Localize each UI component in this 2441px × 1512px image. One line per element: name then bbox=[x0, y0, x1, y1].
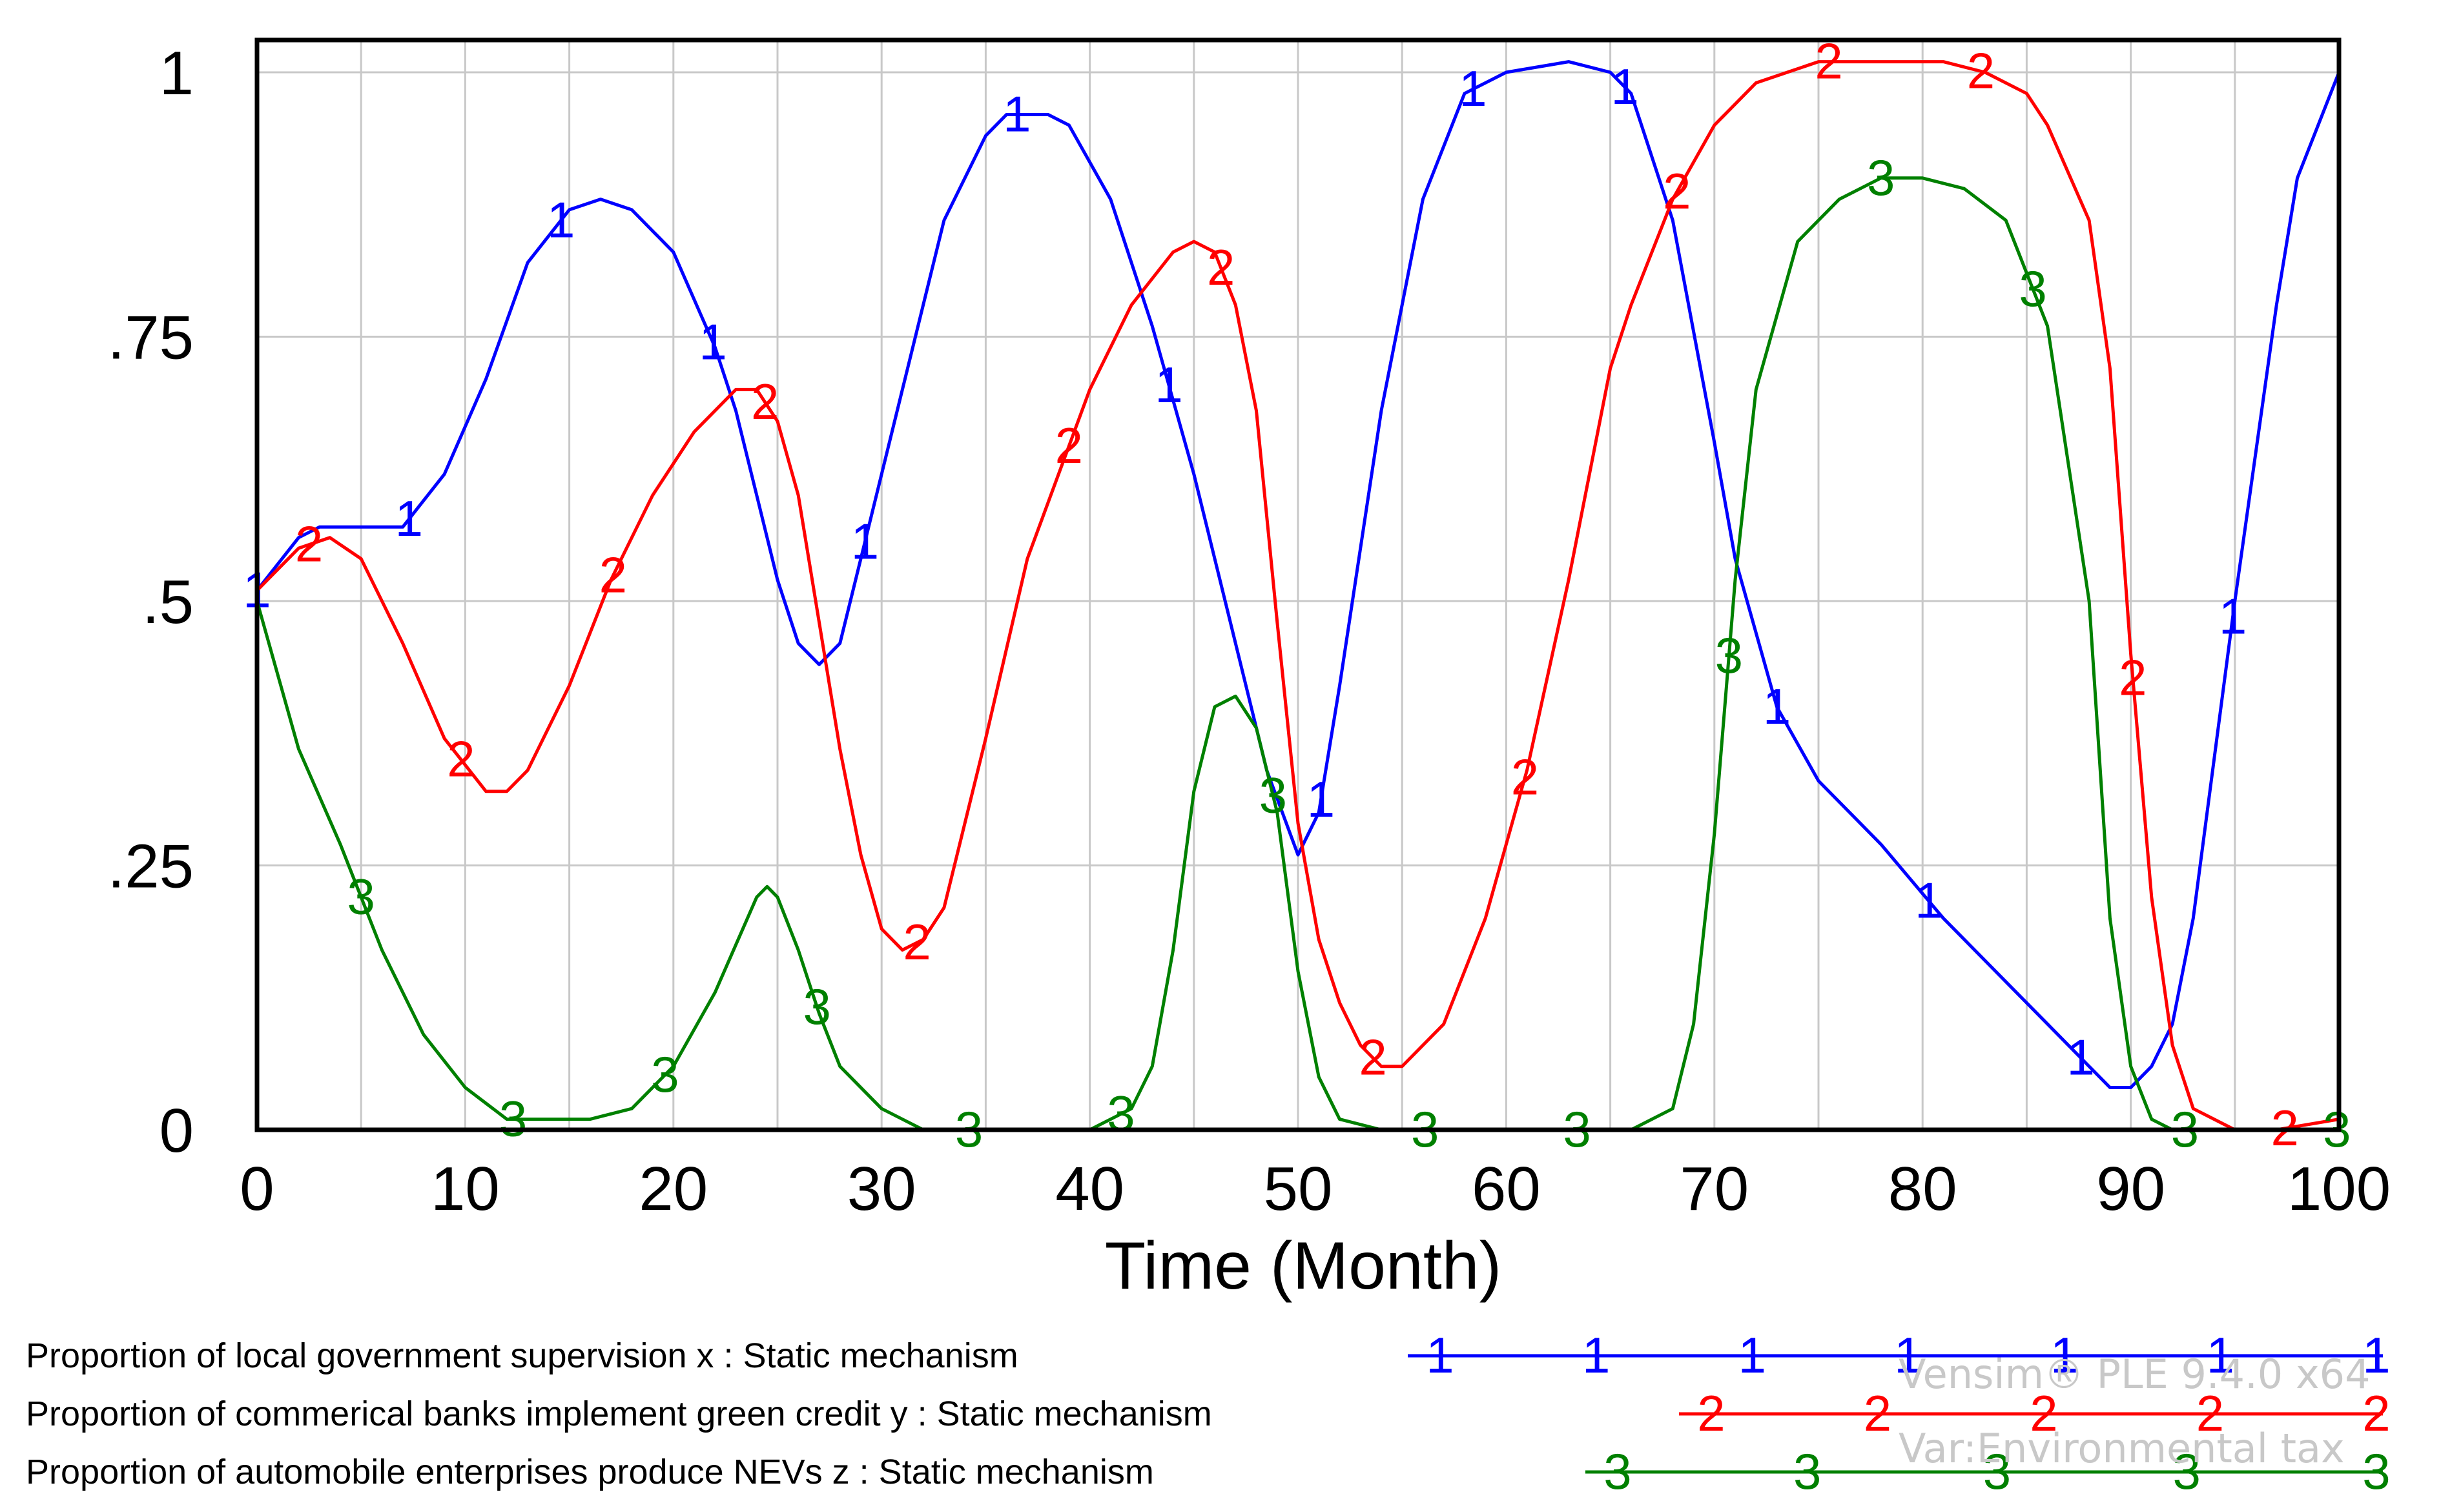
series-marker: 2 bbox=[1511, 749, 1539, 806]
x-axis: 0 10 20 30 40 50 60 70 80 90 100 bbox=[240, 1154, 2391, 1223]
series-marker: 3 bbox=[499, 1090, 527, 1147]
legend-item-3: Proportion of automobile enterprises pro… bbox=[26, 1443, 2391, 1500]
series-line bbox=[255, 176, 2339, 1132]
y-axis: 0 .25 .5 .75 1 bbox=[108, 39, 194, 1165]
watermark: Vensim® PLE 9.4.0 x64 Var:Environmental … bbox=[1899, 1351, 2371, 1472]
legend-marker: 2 bbox=[2196, 1385, 2224, 1442]
series-marker: 3 bbox=[2019, 260, 2046, 317]
series-marker: 1 bbox=[2067, 1029, 2095, 1086]
legend-marker: 3 bbox=[1983, 1443, 2011, 1500]
legend-label: Proportion of commerical banks implement… bbox=[26, 1395, 1212, 1433]
y-tick-label: 0 bbox=[160, 1096, 194, 1165]
series-line bbox=[256, 60, 2341, 1089]
legend-marker: 2 bbox=[1697, 1385, 1725, 1442]
series-marker: 1 bbox=[1003, 86, 1031, 143]
x-tick-label: 60 bbox=[1472, 1154, 1541, 1223]
x-tick-label: 50 bbox=[1264, 1154, 1333, 1223]
legend-marker: 1 bbox=[2362, 1327, 2390, 1384]
series-marker: 1 bbox=[1459, 60, 1487, 117]
series-marker: 3 bbox=[1107, 1085, 1135, 1141]
legend-marker: 3 bbox=[1603, 1443, 1631, 1500]
x-tick-label: 80 bbox=[1888, 1154, 1957, 1223]
legend-marker: 1 bbox=[1426, 1327, 1454, 1384]
series-marker: 3 bbox=[1259, 766, 1287, 823]
x-tick-label: 30 bbox=[847, 1154, 916, 1223]
x-tick-label: 90 bbox=[2096, 1154, 2165, 1223]
series-marker: 2 bbox=[751, 373, 779, 430]
series-marker: 1 bbox=[1763, 678, 1791, 735]
series-line bbox=[256, 60, 2340, 1132]
watermark-line-1: Vensim® PLE 9.4.0 x64 bbox=[1899, 1351, 2371, 1398]
legend-marker: 2 bbox=[2030, 1385, 2057, 1442]
plot-frame bbox=[254, 37, 2342, 1132]
y-tick-label: 1 bbox=[160, 39, 194, 108]
legend-marker: 2 bbox=[1864, 1385, 1891, 1442]
series-marker: 2 bbox=[295, 516, 323, 573]
legend-label: Proportion of local government supervisi… bbox=[26, 1336, 1018, 1375]
series-marker: 3 bbox=[803, 978, 831, 1035]
legend-marker: 3 bbox=[1793, 1443, 1821, 1500]
series-marker: 2 bbox=[2119, 649, 2147, 706]
legend-label: Proportion of automobile enterprises pro… bbox=[26, 1453, 1154, 1491]
series-marker: 1 bbox=[1611, 58, 1638, 115]
x-tick-label: 10 bbox=[431, 1154, 500, 1223]
series-marker: 1 bbox=[1155, 356, 1182, 413]
legend-marker: 1 bbox=[2207, 1327, 2234, 1384]
x-axis-label: Time (Month) bbox=[1105, 1229, 1501, 1303]
x-tick-label: 100 bbox=[2287, 1154, 2391, 1223]
series-marker: 3 bbox=[651, 1046, 679, 1103]
legend-marker: 1 bbox=[1738, 1327, 1766, 1384]
series-marker: 2 bbox=[599, 547, 627, 604]
series-marker: 1 bbox=[2219, 588, 2247, 645]
legend-item-2: Proportion of commerical banks implement… bbox=[26, 1385, 2391, 1442]
legend-marker: 2 bbox=[2362, 1385, 2390, 1442]
legend-marker: 1 bbox=[1894, 1327, 1922, 1384]
watermark-line-2: Var:Environmental tax bbox=[1899, 1425, 2345, 1472]
series-marker: 2 bbox=[1663, 163, 1691, 220]
legend-item-1: Proportion of local government supervisi… bbox=[26, 1327, 2391, 1384]
series-marker: 1 bbox=[395, 490, 423, 547]
series-marker: 2 bbox=[1359, 1029, 1386, 1086]
series-marker: 2 bbox=[1207, 239, 1235, 296]
series-marker: 3 bbox=[1715, 627, 1743, 684]
grid bbox=[257, 40, 2339, 1130]
y-tick-label: .5 bbox=[142, 567, 194, 637]
legend-marker: 1 bbox=[1582, 1327, 1610, 1384]
series-marker: 1 bbox=[1307, 771, 1335, 828]
series-marker: 2 bbox=[903, 914, 931, 970]
series-marker: 1 bbox=[547, 191, 575, 248]
series-marker: 2 bbox=[447, 731, 475, 788]
y-tick-label: .25 bbox=[108, 832, 194, 901]
x-tick-label: 40 bbox=[1055, 1154, 1124, 1223]
legend-marker: 3 bbox=[2362, 1443, 2390, 1500]
legend-marker: 1 bbox=[2050, 1327, 2078, 1384]
legend-marker: 3 bbox=[2173, 1443, 2201, 1500]
series-marker: 3 bbox=[347, 868, 375, 925]
x-tick-label: 20 bbox=[639, 1154, 708, 1223]
series-marker: 3 bbox=[1867, 149, 1895, 206]
series-marker: 1 bbox=[699, 314, 726, 371]
series-marker: 2 bbox=[1055, 417, 1083, 474]
x-tick-label: 70 bbox=[1680, 1154, 1749, 1223]
x-tick-label: 0 bbox=[240, 1154, 274, 1223]
series-marker: 1 bbox=[851, 513, 879, 569]
series-marker: 2 bbox=[1967, 42, 1995, 99]
y-tick-label: .75 bbox=[108, 303, 194, 373]
legend: Proportion of local government supervisi… bbox=[26, 1327, 2391, 1500]
series-marker: 1 bbox=[1915, 872, 1942, 929]
